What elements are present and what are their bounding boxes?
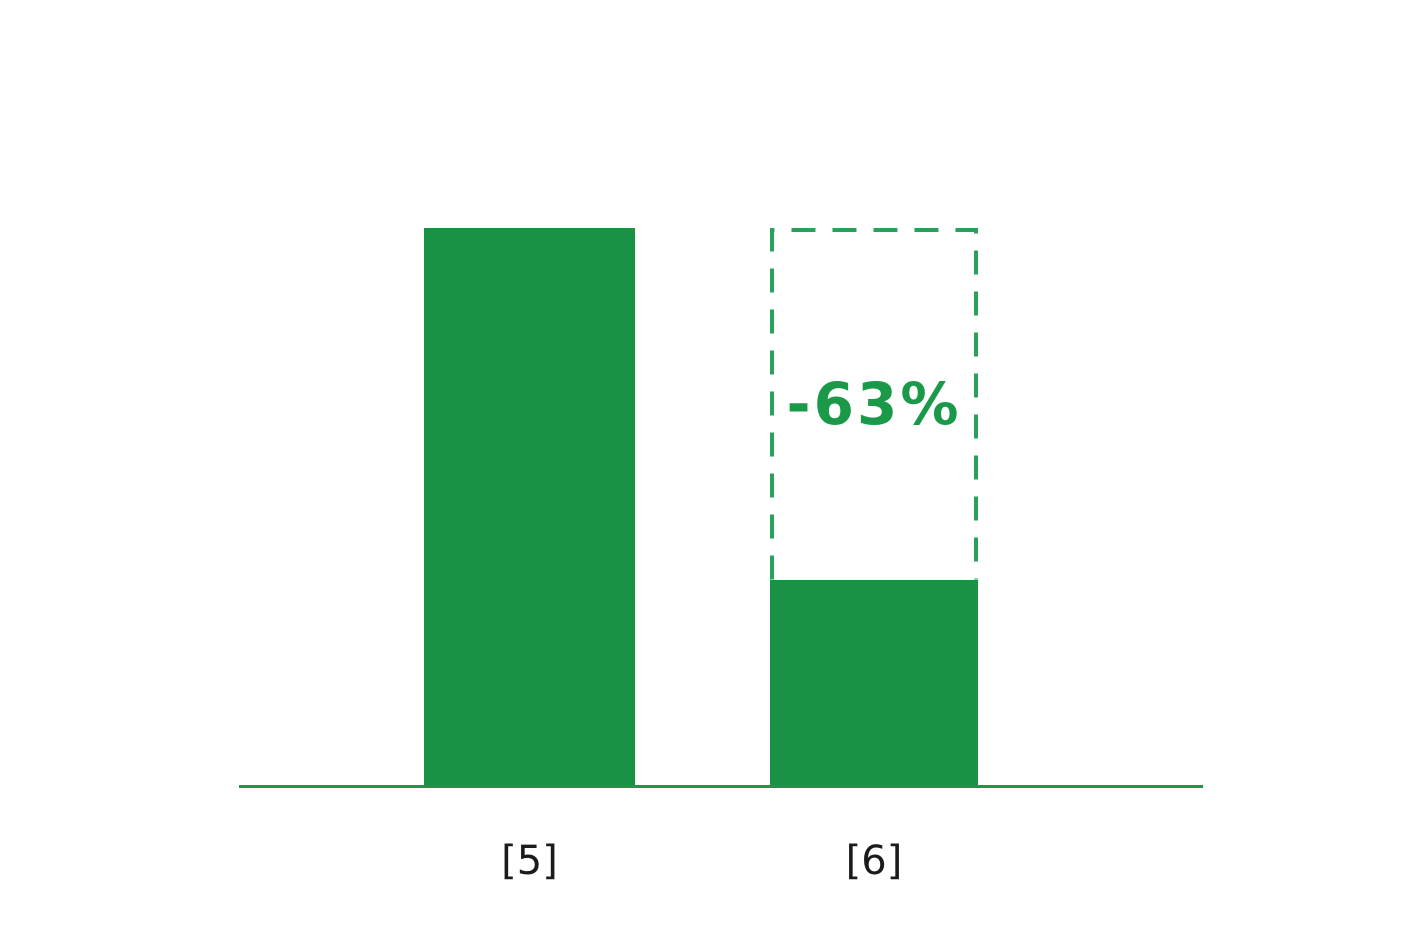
dashed-border-path — [770, 228, 978, 580]
reference-outline-dashed: -63% — [770, 228, 978, 580]
dashed-border — [770, 228, 978, 580]
x-axis-line — [239, 785, 1203, 788]
category-label-6: [6] — [845, 838, 903, 884]
bar-6 — [770, 579, 978, 786]
bar-5 — [424, 228, 635, 786]
category-label-5: [5] — [501, 838, 558, 884]
delta-annotation: -63% — [786, 369, 962, 438]
